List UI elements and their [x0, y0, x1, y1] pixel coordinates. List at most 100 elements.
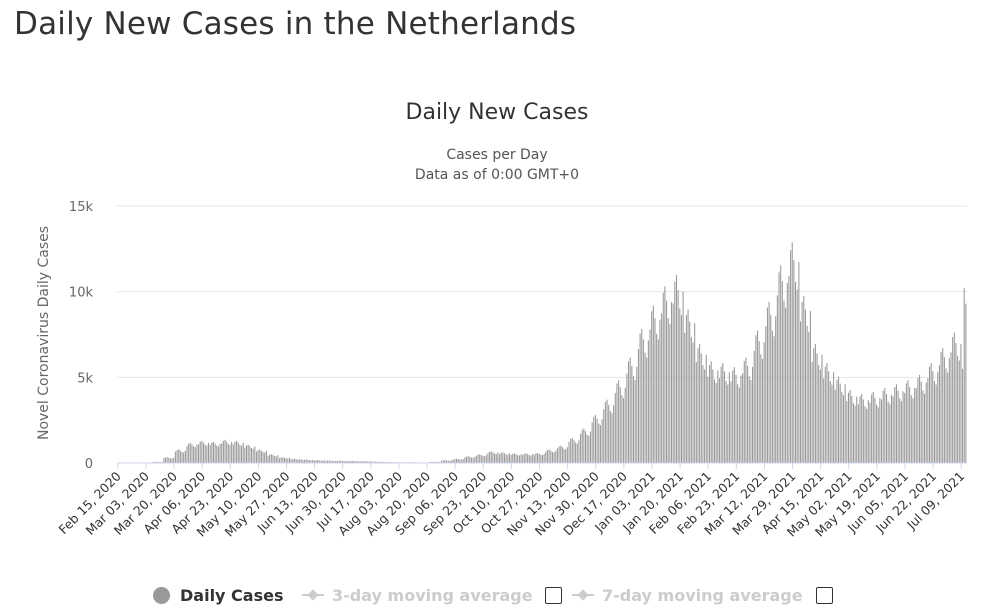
bar: [940, 351, 942, 463]
bar: [740, 375, 742, 463]
bar: [710, 361, 712, 463]
bar: [684, 332, 686, 463]
bar: [328, 460, 330, 463]
bar: [284, 457, 286, 463]
toggle-3day-average-checkbox[interactable]: [545, 587, 562, 604]
bar: [202, 442, 205, 463]
bar: [894, 387, 896, 463]
bar: [745, 357, 747, 463]
bar: [553, 452, 555, 463]
bar: [153, 461, 155, 463]
bar: [217, 446, 219, 463]
bar: [589, 431, 592, 463]
bar: [877, 407, 879, 463]
bar: [657, 339, 659, 463]
bar: [588, 435, 590, 463]
bar: [924, 393, 926, 463]
legend-3day-average[interactable]: 3-day moving average: [302, 580, 533, 610]
bar: [164, 457, 167, 463]
bar: [948, 358, 950, 463]
bar: [634, 380, 636, 463]
bar: [712, 369, 714, 463]
bar: [760, 354, 762, 463]
bar: [239, 444, 241, 463]
bar: [674, 281, 676, 463]
bar: [963, 288, 965, 463]
bar: [889, 404, 891, 463]
legend-7day-average[interactable]: 7-day moving average: [572, 580, 803, 610]
bar: [915, 388, 917, 463]
bar: [609, 410, 611, 463]
bar: [806, 325, 808, 463]
bar: [844, 384, 846, 463]
bar: [965, 303, 967, 463]
bar: [360, 461, 362, 463]
toggle-7day-average-checkbox[interactable]: [816, 587, 833, 604]
bar: [897, 390, 899, 463]
bar: [581, 429, 583, 463]
bar: [186, 445, 188, 463]
legend-daily-cases[interactable]: Daily Cases: [153, 580, 283, 610]
bar: [791, 242, 793, 463]
bar: [485, 455, 487, 463]
bar: [695, 362, 697, 463]
bar: [851, 395, 853, 463]
bar: [647, 340, 649, 463]
bar: [270, 454, 272, 463]
bar: [864, 406, 866, 463]
bar: [666, 300, 668, 463]
bar: [604, 401, 606, 463]
bar: [755, 335, 757, 463]
bar: [962, 368, 964, 463]
bar: [907, 380, 909, 463]
bar: [378, 461, 380, 463]
bar: [566, 447, 568, 463]
bar: [376, 461, 378, 463]
bar: [254, 446, 256, 463]
bar: [728, 372, 730, 463]
bar: [656, 333, 658, 463]
bar: [654, 318, 656, 463]
bar: [260, 450, 262, 463]
bar: [717, 370, 719, 463]
bar: [804, 309, 807, 463]
bar: [748, 376, 750, 463]
bar: [279, 458, 281, 463]
bar: [955, 343, 957, 463]
bar: [231, 442, 233, 463]
bar: [492, 452, 494, 463]
bar: [479, 454, 481, 463]
bar: [460, 459, 463, 463]
bar: [616, 383, 618, 463]
bar: [942, 347, 944, 463]
bar: [692, 342, 694, 463]
bar: [752, 366, 754, 463]
bar: [188, 443, 190, 463]
bar: [307, 459, 309, 463]
bar: [675, 274, 678, 463]
bar: [618, 380, 620, 463]
bar: [715, 383, 717, 463]
y-tick-label: 15k: [69, 200, 94, 215]
bar: [156, 461, 158, 463]
bar: [176, 450, 178, 463]
bar: [914, 387, 916, 463]
bar: [608, 404, 610, 463]
line-marker-icon: [572, 589, 594, 601]
bar: [713, 379, 716, 463]
bar: [355, 461, 357, 463]
bar: [274, 455, 276, 463]
bar: [510, 454, 512, 463]
bar: [467, 456, 469, 463]
bar: [212, 441, 214, 463]
bar: [611, 413, 613, 463]
bar: [315, 460, 317, 463]
bar: [621, 395, 623, 463]
bar: [651, 311, 653, 463]
bar: [947, 372, 949, 463]
bar: [909, 387, 911, 463]
bar: [887, 401, 889, 463]
bar: [262, 451, 264, 463]
bar: [341, 460, 343, 463]
bar: [489, 451, 491, 463]
